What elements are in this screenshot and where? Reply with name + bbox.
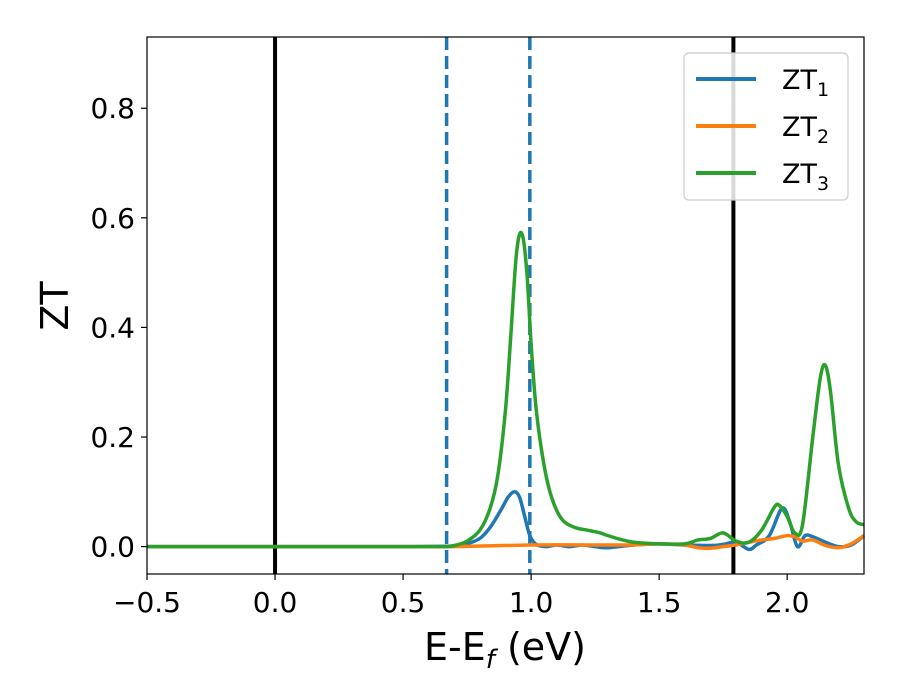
y-axis-title: ZT [33, 281, 77, 331]
axis-ticks: −0.5 0.0 0.5 1.0 1.5 2.0 0.0 0.2 0.4 0.6 0.8 [90, 92, 809, 619]
x-axis-title-main: E-E [424, 625, 486, 669]
series-lines [146, 230, 866, 552]
legend-label-2: ZT2 [782, 112, 829, 148]
series-line-2 [146, 533, 865, 551]
x-tick-label: 0.0 [253, 586, 298, 619]
y-tick-label: 0.2 [90, 421, 135, 454]
legend-label-name: ZT [782, 112, 817, 143]
y-tick-label: 0.6 [90, 202, 135, 235]
legend-box [683, 52, 849, 201]
legend-label-subscript: 3 [817, 173, 829, 195]
x-tick-label: 1.0 [509, 586, 554, 619]
legend-label-subscript: 2 [817, 126, 829, 148]
x-tick-label: −0.5 [113, 586, 181, 619]
x-tick-label: 2.0 [765, 586, 810, 619]
legend-label-name: ZT [782, 159, 817, 190]
legend-label-1: ZT1 [782, 65, 829, 101]
series-line-3 [146, 230, 865, 549]
x-axis-title: E-Ef (eV) [424, 625, 586, 675]
legend-label-3: ZT3 [782, 159, 829, 195]
legend-label-name: ZT [782, 65, 817, 96]
x-tick-label: 1.5 [637, 586, 682, 619]
legend-label-subscript: 1 [817, 79, 829, 101]
plot-frame [146, 36, 865, 575]
y-tick-label: 0.8 [90, 92, 135, 125]
y-tick-label: 0.4 [90, 311, 135, 344]
x-axis-title-unit: (eV) [495, 625, 586, 669]
x-tick-label: 0.5 [381, 586, 426, 619]
y-tick-label: 0.0 [90, 531, 135, 564]
